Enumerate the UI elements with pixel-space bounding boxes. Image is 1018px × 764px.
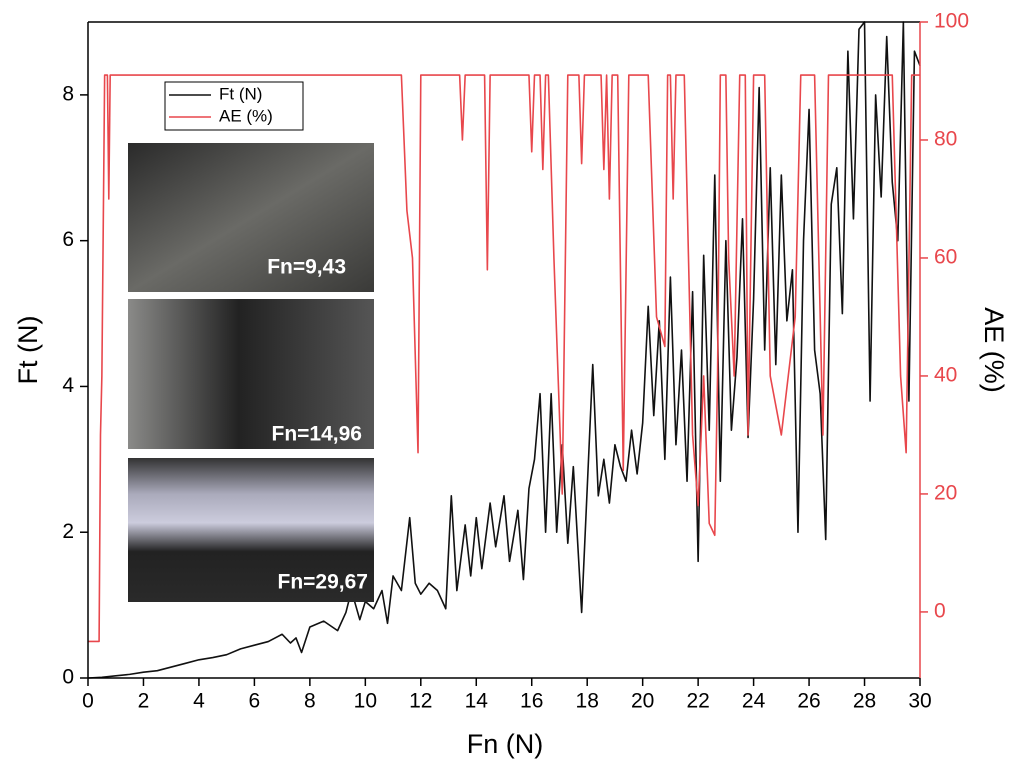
x-tick-label: 10 <box>354 690 377 713</box>
x-tick-label: 30 <box>908 690 931 713</box>
y-tick-label: 8 <box>62 82 74 105</box>
inset-photos: Fn=9,43 Fn=14,96 Fn=29,67 <box>128 143 374 602</box>
x-axis-title: Fn (N) <box>467 729 544 759</box>
y2-tick-label: 100 <box>934 10 969 33</box>
y-tick-label: 6 <box>62 228 74 251</box>
legend-box <box>164 81 304 131</box>
y2-tick-label: 80 <box>934 128 957 151</box>
inset-photo <box>128 299 374 449</box>
y2-tick-label: 60 <box>934 246 957 269</box>
x-tick-label: 6 <box>249 690 261 713</box>
annotation: Fn=9,43 <box>267 256 346 279</box>
y-tick-label: 2 <box>62 520 74 543</box>
x-tick-label: 18 <box>576 690 599 713</box>
y2-tick-label: 40 <box>934 364 957 387</box>
x-tick-label: 12 <box>409 690 432 713</box>
x-tick-label: 4 <box>193 690 205 713</box>
series-line <box>88 74 920 643</box>
x-tick-label: 24 <box>742 690 766 713</box>
y-axis-title: Ft (N) <box>13 316 43 385</box>
x-tick-label: 2 <box>138 690 150 713</box>
legend-label: AE (%) <box>219 106 273 125</box>
x-tick-label: 20 <box>631 690 654 713</box>
y2-axis-title: AE (%) <box>979 307 1009 393</box>
x-tick-label: 22 <box>686 690 709 713</box>
x-tick-label: 26 <box>797 690 820 713</box>
annotation: Fn=14,96 <box>272 423 362 446</box>
series-line <box>87 21 921 679</box>
y2-tick-label: 20 <box>934 481 957 504</box>
x-tick-label: 28 <box>853 690 876 713</box>
annotation: Fn=29,67 <box>278 571 368 594</box>
x-tick-label: 8 <box>304 690 316 713</box>
y-tick-label: 0 <box>62 666 74 689</box>
x-tick-label: 14 <box>465 690 489 713</box>
x-tick-label: 0 <box>82 690 94 713</box>
y-tick-label: 4 <box>62 374 74 397</box>
inset-photo <box>128 143 374 292</box>
legend-label: Ft (N) <box>219 84 262 103</box>
y2-tick-label: 0 <box>934 599 946 622</box>
x-tick-label: 16 <box>520 690 543 713</box>
inset-photo <box>128 458 374 602</box>
